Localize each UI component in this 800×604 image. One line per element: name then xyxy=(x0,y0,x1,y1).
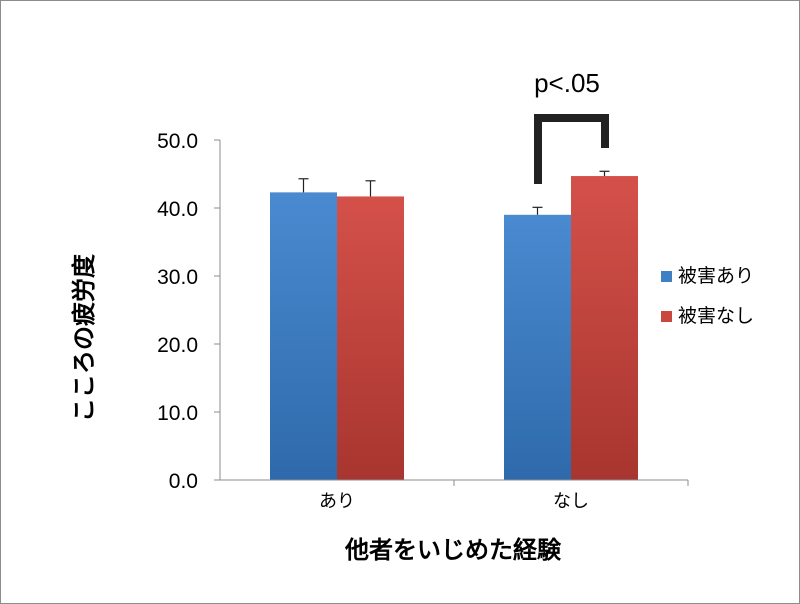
y-tick-label: 40.0 xyxy=(157,198,198,221)
legend-label: 被害あり xyxy=(678,265,754,287)
x-tick-label: あり xyxy=(319,491,355,512)
y-tick-label: 20.0 xyxy=(157,334,198,357)
legend-label: 被害なし xyxy=(678,305,754,327)
legend-swatch xyxy=(661,271,672,282)
significance-label: p<.05 xyxy=(534,68,600,98)
x-tick-label: なし xyxy=(553,491,589,512)
significance-annotation: p<.05 xyxy=(534,68,609,184)
y-tick-label: 10.0 xyxy=(157,402,198,425)
y-tick-label: 0.0 xyxy=(169,470,198,493)
bar xyxy=(571,176,638,481)
bar xyxy=(504,214,571,481)
y-tick-label: 50.0 xyxy=(157,130,198,153)
bar xyxy=(337,196,404,480)
x-axis-title: 他者をいじめた経験 xyxy=(344,536,562,564)
legend-swatch xyxy=(661,311,672,322)
y-axis-title: こころの疲労度 xyxy=(70,253,98,422)
bar xyxy=(270,192,337,481)
y-tick-label: 30.0 xyxy=(157,266,198,289)
significance-bracket xyxy=(534,114,609,184)
